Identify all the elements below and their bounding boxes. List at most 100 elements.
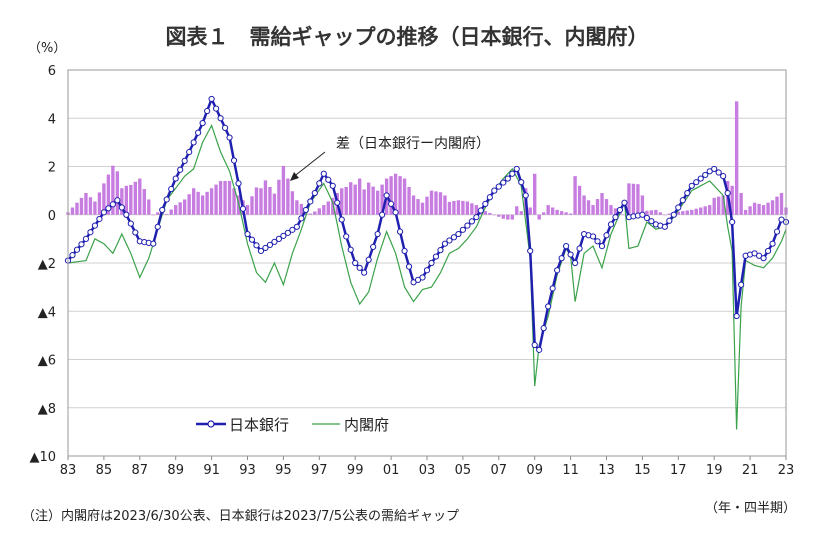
diff-bar: [259, 188, 263, 215]
x-tick-label: 23: [778, 463, 795, 478]
diff-bar: [631, 183, 636, 215]
diff-bar: [268, 187, 272, 215]
diff-bar: [420, 202, 425, 215]
diff-bar: [133, 181, 137, 215]
x-tick-label: 11: [562, 463, 579, 478]
diff-bar: [775, 196, 779, 215]
boj-point: [325, 176, 332, 183]
diff-bar: [568, 213, 573, 215]
boj-point: [486, 194, 493, 201]
x-tick-label: 19: [706, 463, 723, 478]
diff-bar: [358, 178, 362, 215]
boj-point: [423, 267, 431, 274]
legend: 日本銀行 内閣府: [196, 416, 389, 434]
diff-annotation: 差（日本銀行ー内閣府）: [336, 136, 490, 152]
diff-bar: [766, 202, 770, 215]
diff-bar: [456, 200, 461, 215]
boj-point: [208, 95, 215, 103]
diff-bar: [461, 200, 465, 215]
boj-point: [603, 232, 610, 239]
y-tick-label: ▲8: [38, 402, 56, 417]
boj-point: [773, 228, 781, 235]
diff-bar: [649, 210, 654, 215]
boj-point: [527, 247, 534, 255]
diff-bar: [124, 185, 129, 215]
diff-bar: [416, 199, 420, 215]
x-tick-label: 91: [203, 463, 220, 478]
diff-bar: [380, 184, 384, 215]
diff-bar: [353, 184, 357, 215]
diff-bar: [734, 101, 739, 215]
boj-point: [549, 285, 556, 292]
diff-bar: [537, 214, 541, 220]
diff-bar: [245, 205, 250, 215]
diff-bar: [218, 180, 223, 215]
x-axis-ticks: 83 85 87 89 91 93 95 97 99 01 03 05 07 09 11 13 15 17 19 21…: [60, 456, 795, 478]
diff-bar: [147, 199, 151, 215]
boj-point: [554, 267, 561, 274]
boj-point: [392, 209, 399, 216]
boj-point: [199, 119, 206, 127]
boj-point: [670, 211, 677, 218]
diff-bar: [452, 201, 456, 215]
boj-point: [244, 230, 251, 238]
boj-point: [396, 228, 404, 235]
diff-bar: [209, 188, 214, 215]
boj-point: [109, 201, 116, 208]
diff-bar: [191, 188, 196, 215]
boj-point: [441, 240, 449, 247]
diff-bar: [84, 193, 88, 215]
boj-line: [64, 95, 790, 353]
diff-bar: [555, 209, 559, 215]
chart-title: 図表１ 需給ギャップの推移（日本銀行、内閣府）: [166, 25, 649, 49]
diff-bar: [187, 194, 191, 215]
diff-bar: [313, 211, 317, 215]
diff-bar: [501, 214, 505, 219]
diff-bar: [331, 197, 335, 215]
y-unit-label: （%）: [28, 41, 66, 56]
y-tick-label: ▲4: [38, 305, 56, 320]
diff-bar: [591, 205, 595, 215]
diff-bar: [470, 203, 474, 215]
diff-bar: [169, 209, 173, 215]
diff-bar: [174, 205, 178, 215]
diff-bar: [429, 190, 434, 215]
boj-point: [491, 187, 498, 194]
diff-bar: [227, 180, 232, 215]
boj-point: [217, 115, 224, 122]
boj-point: [666, 217, 673, 224]
boj-point: [450, 234, 458, 241]
boj-point: [446, 237, 453, 244]
boj-point: [558, 255, 565, 262]
boj-point: [563, 243, 570, 250]
diff-bar: [398, 176, 402, 215]
diff-bar: [375, 190, 380, 215]
boj-point: [132, 229, 139, 236]
y-axis-ticks: 6 4 2 0 ▲2 ▲4 ▲6 ▲8 ▲10: [29, 64, 56, 465]
diff-bar: [70, 207, 75, 215]
x-tick-label: 17: [670, 463, 687, 478]
diff-bar: [102, 183, 106, 215]
boj-point: [428, 259, 435, 267]
legend-boj-marker: [207, 420, 215, 428]
boj-point: [370, 243, 377, 251]
diff-bar: [299, 203, 304, 215]
boj-point: [432, 253, 440, 260]
y-tick-label: ▲10: [29, 450, 56, 465]
diff-bar: [506, 214, 510, 220]
boj-point: [738, 281, 745, 288]
diff-bar: [546, 205, 550, 215]
boj-point: [329, 182, 336, 189]
boj-point: [280, 232, 287, 239]
boj-point: [697, 175, 704, 182]
y-tick-label: 6: [48, 64, 56, 79]
x-tick-label: 89: [167, 463, 184, 478]
diff-bar: [770, 200, 775, 215]
grid-lines: [68, 117, 786, 409]
boj-point: [536, 346, 543, 353]
boj-point: [612, 214, 619, 221]
diff-bar: [438, 192, 443, 215]
boj-point: [127, 220, 134, 227]
boj-point: [540, 325, 547, 332]
